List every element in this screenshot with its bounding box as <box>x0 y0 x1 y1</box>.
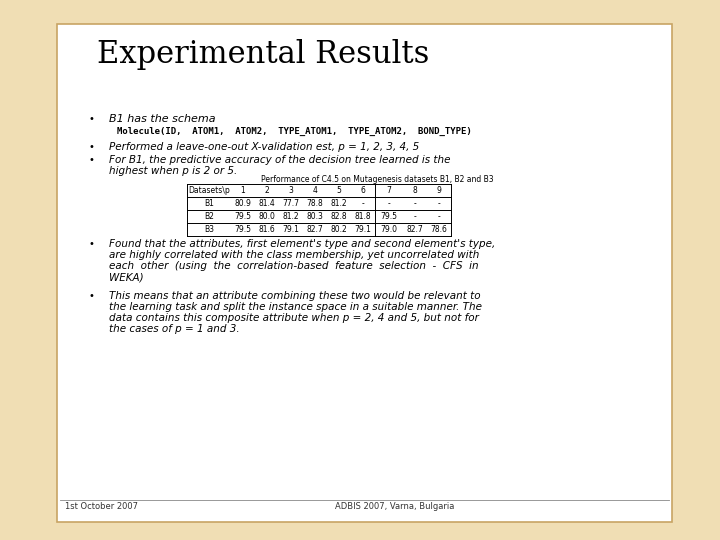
Text: Experimental Results: Experimental Results <box>97 39 429 70</box>
Text: B1 has the schema: B1 has the schema <box>109 114 215 124</box>
Text: each  other  (using  the  correlation-based  feature  selection  -  CFS  in: each other (using the correlation-based … <box>109 261 479 271</box>
Text: 3: 3 <box>289 186 294 195</box>
Text: 79.1: 79.1 <box>282 225 300 234</box>
Text: 77.7: 77.7 <box>282 199 300 208</box>
Text: 79.0: 79.0 <box>380 225 397 234</box>
Text: •: • <box>89 155 95 165</box>
Text: data contains this composite attribute when p = 2, 4 and 5, but not for: data contains this composite attribute w… <box>109 313 479 323</box>
Text: Molecule(ID,  ATOM1,  ATOM2,  TYPE_ATOM1,  TYPE_ATOM2,  BOND_TYPE): Molecule(ID, ATOM1, ATOM2, TYPE_ATOM1, T… <box>117 127 472 136</box>
Text: 81.4: 81.4 <box>258 199 275 208</box>
Text: WEKA): WEKA) <box>109 272 143 282</box>
Text: 78.6: 78.6 <box>431 225 447 234</box>
Text: Datasets\p: Datasets\p <box>188 186 230 195</box>
Text: 82.8: 82.8 <box>330 212 347 221</box>
Text: 80.3: 80.3 <box>307 212 323 221</box>
Text: 79.5: 79.5 <box>235 225 251 234</box>
Text: 1: 1 <box>240 186 246 195</box>
Text: Performed a leave-one-out X-validation est, p = 1, 2, 3, 4, 5: Performed a leave-one-out X-validation e… <box>109 142 419 152</box>
Text: -: - <box>361 199 364 208</box>
Text: the cases of p = 1 and 3.: the cases of p = 1 and 3. <box>109 324 240 334</box>
Text: 79.1: 79.1 <box>354 225 372 234</box>
Text: 6: 6 <box>361 186 366 195</box>
Text: highest when p is 2 or 5.: highest when p is 2 or 5. <box>109 166 238 176</box>
Text: 81.6: 81.6 <box>258 225 275 234</box>
Text: 81.8: 81.8 <box>355 212 372 221</box>
Text: -: - <box>438 212 441 221</box>
Text: ADBIS 2007, Varna, Bulgaria: ADBIS 2007, Varna, Bulgaria <box>335 502 454 511</box>
Text: 7: 7 <box>387 186 392 195</box>
Text: •: • <box>89 291 95 301</box>
Text: B2: B2 <box>204 212 214 221</box>
Text: 8: 8 <box>413 186 418 195</box>
Text: 82.7: 82.7 <box>407 225 423 234</box>
Text: 2: 2 <box>265 186 269 195</box>
Text: B3: B3 <box>204 225 214 234</box>
Text: 82.7: 82.7 <box>307 225 323 234</box>
FancyBboxPatch shape <box>57 24 672 522</box>
Text: This means that an attribute combining these two would be relevant to: This means that an attribute combining t… <box>109 291 481 301</box>
Text: For B1, the predictive accuracy of the decision tree learned is the: For B1, the predictive accuracy of the d… <box>109 155 451 165</box>
Text: -: - <box>438 199 441 208</box>
Text: 80.2: 80.2 <box>330 225 347 234</box>
Text: -: - <box>387 199 390 208</box>
Text: Found that the attributes, first element's type and second element's type,: Found that the attributes, first element… <box>109 239 495 249</box>
Text: •: • <box>89 114 95 124</box>
Text: 80.0: 80.0 <box>258 212 276 221</box>
Text: -: - <box>413 212 416 221</box>
Text: are highly correlated with the class membership, yet uncorrelated with: are highly correlated with the class mem… <box>109 250 480 260</box>
Text: 81.2: 81.2 <box>330 199 347 208</box>
Text: 80.9: 80.9 <box>235 199 251 208</box>
Text: •: • <box>89 142 95 152</box>
Text: 79.5: 79.5 <box>235 212 251 221</box>
Text: Performance of C4.5 on Mutagenesis datasets B1, B2 and B3: Performance of C4.5 on Mutagenesis datas… <box>261 175 493 184</box>
Text: 5: 5 <box>336 186 341 195</box>
Text: -: - <box>413 199 416 208</box>
Text: •: • <box>89 239 95 249</box>
Text: 81.2: 81.2 <box>283 212 300 221</box>
Text: 78.8: 78.8 <box>307 199 323 208</box>
Text: 1st October 2007: 1st October 2007 <box>65 502 138 511</box>
Text: 9: 9 <box>436 186 441 195</box>
Text: 4: 4 <box>312 186 318 195</box>
Text: B1: B1 <box>204 199 214 208</box>
Text: the learning task and split the instance space in a suitable manner. The: the learning task and split the instance… <box>109 302 482 312</box>
Text: 79.5: 79.5 <box>380 212 397 221</box>
